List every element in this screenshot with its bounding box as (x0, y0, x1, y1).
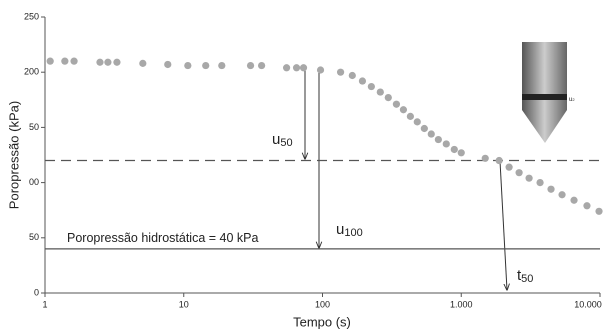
y-tick-label: 250 (24, 11, 39, 21)
y-tick-label: 00 (29, 177, 39, 187)
data-point (434, 135, 442, 144)
data-point (367, 82, 375, 91)
y-tick-label: 0 (34, 287, 39, 297)
data-point (292, 64, 301, 72)
data-point (258, 61, 266, 70)
data-point (46, 57, 54, 65)
y-tick-label: 50 (29, 122, 39, 132)
data-point (70, 57, 78, 65)
data-point (104, 58, 112, 66)
data-point (299, 64, 308, 72)
data-point (495, 156, 503, 165)
data-point (570, 196, 578, 204)
data-point (420, 124, 428, 133)
data-point (505, 163, 513, 171)
data-point (336, 68, 345, 76)
y-tick-label: 50 (29, 232, 39, 242)
x-tick-label: 1.000 (450, 299, 473, 309)
x-tick-label: 10 (179, 299, 189, 309)
data-point (316, 66, 325, 74)
annotation: u50 (272, 131, 293, 149)
annotation: u100 (336, 221, 363, 239)
data-point (547, 185, 555, 193)
data-point (61, 57, 69, 65)
data-point (392, 100, 401, 108)
data-point (358, 77, 367, 85)
data-point (536, 179, 544, 187)
data-point (218, 61, 226, 70)
data-point (481, 154, 489, 162)
data-point (164, 60, 172, 69)
reference-label: Poropressão hidrostática = 40 kPa (67, 231, 258, 245)
data-point (427, 130, 435, 138)
data-point (96, 58, 104, 66)
data-point (282, 64, 291, 72)
data-point (246, 61, 255, 70)
probe-icon: u2 (522, 42, 575, 143)
x-tick-label: 100 (315, 299, 330, 309)
x-tick-label: 10.000 (574, 299, 602, 309)
x-tick-label: 1 (42, 299, 47, 309)
data-point (457, 149, 465, 157)
data-point (515, 169, 523, 177)
data-point (202, 61, 210, 70)
data-point (413, 118, 421, 126)
svg-text:u2: u2 (569, 97, 575, 103)
data-point (399, 106, 408, 114)
data-point (595, 207, 603, 215)
data-point (406, 112, 414, 120)
data-point (139, 59, 147, 67)
data-point (376, 88, 384, 96)
y-axis-label: Poropressão (kPa) (6, 101, 21, 209)
data-point (442, 140, 450, 148)
data-point (113, 58, 121, 66)
data-point (583, 202, 591, 210)
data-point (558, 191, 566, 199)
data-point (348, 71, 356, 80)
data-point (184, 61, 192, 70)
data-point (450, 145, 458, 154)
data-point (525, 174, 533, 182)
data-point (384, 93, 392, 102)
x-axis-label: Tempo (s) (293, 314, 351, 329)
y-tick-label: 200 (24, 67, 39, 77)
annotation: t50 (517, 267, 533, 285)
arrow (499, 160, 507, 290)
